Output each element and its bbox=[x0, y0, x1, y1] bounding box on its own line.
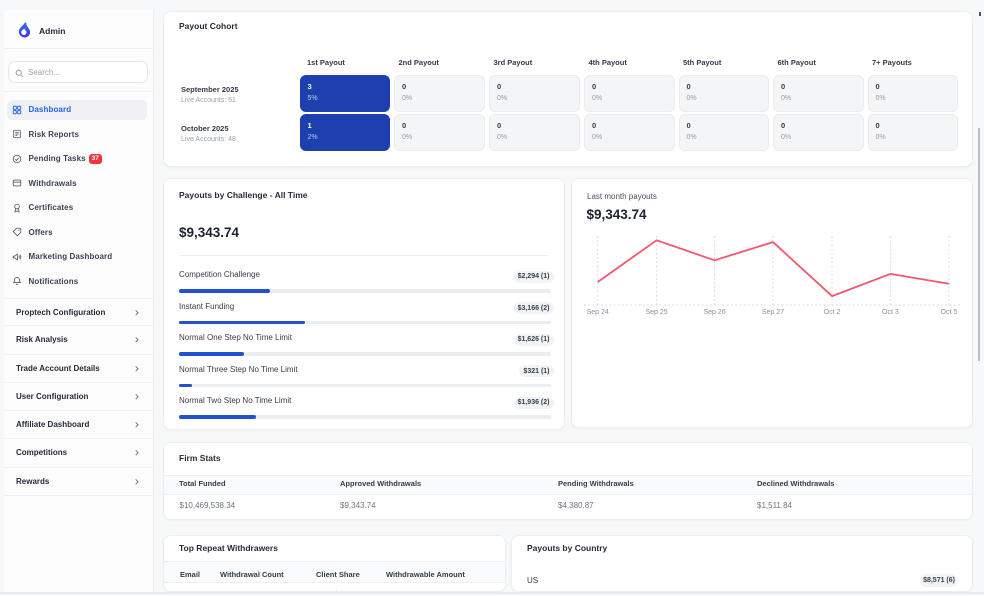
svg-text:Oct 5: Oct 5 bbox=[941, 309, 958, 316]
svg-text:Oct 3: Oct 3 bbox=[882, 309, 899, 316]
svg-text:Sep 27: Sep 27 bbox=[762, 309, 784, 316]
svg-text:Sep 24: Sep 24 bbox=[587, 309, 609, 316]
svg-text:Sep 26: Sep 26 bbox=[704, 309, 726, 316]
svg-text:Sep 25: Sep 25 bbox=[646, 309, 668, 316]
svg-text:Oct 2: Oct 2 bbox=[824, 309, 841, 316]
